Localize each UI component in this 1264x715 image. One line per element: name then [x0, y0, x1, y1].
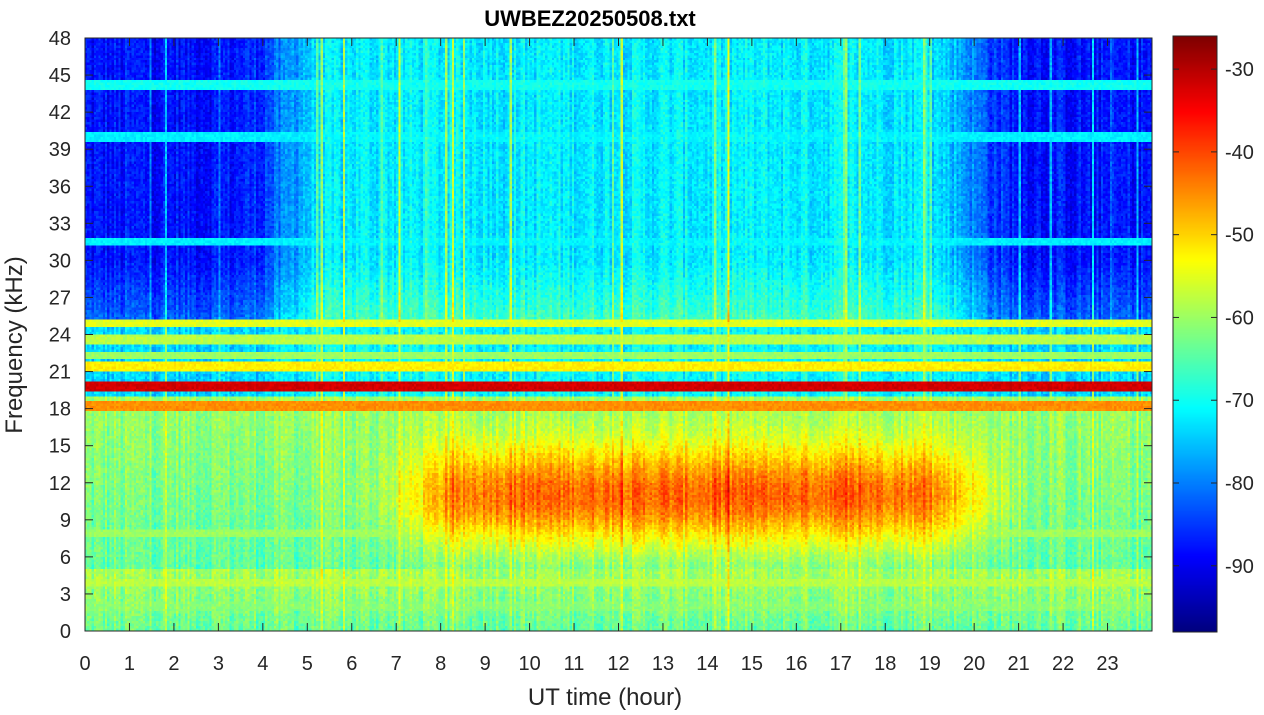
x-tick-label: 6	[346, 653, 357, 675]
x-tick-label: 20	[963, 653, 985, 675]
x-tick-label: 21	[1008, 653, 1030, 675]
x-tick-label: 9	[480, 653, 491, 675]
y-tick-label: 12	[49, 473, 71, 495]
x-tick-label: 11	[564, 653, 585, 675]
x-tick-label: 10	[518, 653, 540, 675]
colorbar-gradient	[1173, 36, 1217, 632]
y-tick-label: 33	[49, 213, 71, 235]
colorbar-tick-label: -60	[1225, 307, 1254, 329]
y-tick-label: 3	[60, 584, 71, 606]
x-tick-label: 22	[1052, 653, 1074, 675]
colorbar-tick-label: -50	[1225, 225, 1254, 247]
y-tick-label: 24	[49, 325, 71, 347]
y-tick-label: 42	[49, 102, 71, 124]
colorbar-tick-label: -70	[1225, 390, 1254, 412]
x-axis-label: UT time (hour)	[528, 684, 682, 711]
colorbar-tick-label: -30	[1225, 59, 1254, 81]
chart-title: UWBEZ20250508.txt	[484, 6, 696, 31]
y-axis-label: Frequency (kHz)	[1, 256, 28, 433]
y-tick-label: 21	[49, 362, 71, 384]
colorbar-tick-label: -40	[1225, 142, 1254, 164]
x-tick-label: 18	[874, 653, 896, 675]
spectrogram-heatmap	[85, 38, 1152, 631]
x-tick-label: 8	[435, 653, 446, 675]
y-tick-label: 15	[49, 436, 71, 458]
x-tick-label: 7	[391, 653, 402, 675]
x-tick-label: 0	[79, 653, 90, 675]
x-tick-label: 1	[124, 653, 135, 675]
x-tick-label: 15	[741, 653, 763, 675]
x-tick-label: 19	[919, 653, 941, 675]
x-tick-label: 5	[302, 653, 313, 675]
y-tick-label: 9	[60, 510, 71, 532]
y-tick-label: 27	[49, 287, 71, 309]
y-tick-label: 45	[49, 65, 71, 87]
y-tick-label: 36	[49, 176, 71, 198]
y-tick-label: 6	[60, 547, 71, 569]
x-tick-label: 2	[168, 653, 179, 675]
y-tick-label: 0	[60, 621, 71, 643]
x-tick-label: 4	[257, 653, 268, 675]
x-tick-label: 13	[652, 653, 674, 675]
x-tick-label: 12	[607, 653, 629, 675]
y-tick-label: 30	[49, 250, 71, 272]
colorbar-tick-label: -90	[1225, 556, 1254, 578]
y-tick-label: 18	[49, 399, 71, 421]
y-tick-label: 39	[49, 139, 71, 161]
x-tick-label: 16	[785, 653, 807, 675]
y-tick-label: 48	[49, 28, 71, 50]
x-axis-ticks: 0 1 2 3 4 5 6 7 8 9 10 11 12 13 14 15 16 17 18 19 20 21 22 23	[79, 38, 1119, 675]
x-tick-label: 3	[213, 653, 224, 675]
x-tick-label: 14	[696, 653, 718, 675]
colorbar-frame	[1172, 35, 1218, 633]
colorbar-tick-label: -80	[1225, 473, 1254, 495]
x-tick-label: 17	[830, 653, 852, 675]
x-tick-label: 23	[1096, 653, 1118, 675]
plot-area-frame	[84, 37, 1153, 632]
colorbar-ticks: -30 -40 -50 -60 -70 -80 -90	[1173, 59, 1254, 578]
